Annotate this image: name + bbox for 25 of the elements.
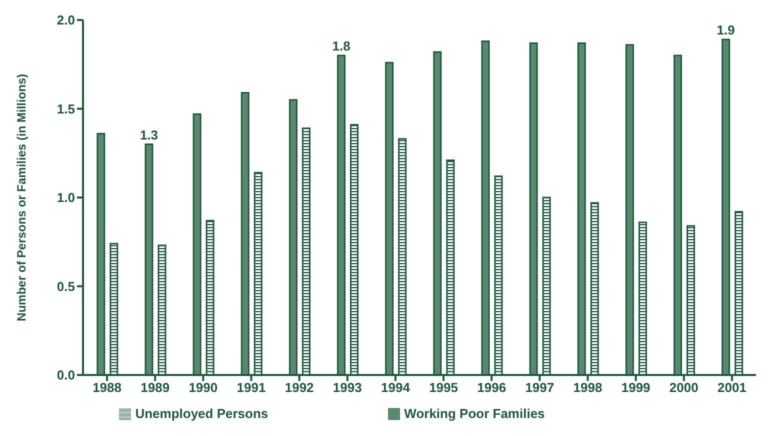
- y-tick-label: 2.0: [56, 12, 75, 28]
- x-tick-label: 1993: [332, 380, 362, 396]
- x-tick-label: 1994: [381, 380, 411, 396]
- x-tick-label: 1995: [429, 380, 458, 396]
- x-tick-label: 1992: [284, 380, 314, 396]
- data-label: 1.9: [716, 22, 735, 38]
- y-tick-label: 0.5: [56, 278, 75, 294]
- legend-label: Working Poor Families: [404, 406, 545, 421]
- y-tick-label: 1.5: [56, 101, 75, 116]
- x-tick-label: 1988: [92, 380, 122, 396]
- y-tick-label: 1.0: [56, 190, 75, 206]
- x-tick-label: 1991: [236, 380, 266, 396]
- x-tick-label: 1998: [573, 380, 602, 396]
- x-tick-label: 2001: [718, 380, 746, 396]
- x-tick-label: 1989: [140, 380, 170, 396]
- x-tick-label: 1999: [621, 380, 650, 396]
- x-tick-label: 1997: [525, 380, 554, 396]
- data-label: 1.3: [140, 127, 158, 142]
- legend-label: Unemployed Persons: [135, 406, 268, 421]
- data-label: 1.8: [332, 38, 350, 54]
- y-axis-title: Number of Persons or Families (in Millions): [14, 74, 28, 322]
- x-tick-label: 2000: [669, 380, 698, 396]
- y-tick-label: 0.0: [56, 368, 75, 383]
- x-tick-label: 1996: [477, 380, 506, 396]
- x-tick-label: 1990: [188, 380, 218, 396]
